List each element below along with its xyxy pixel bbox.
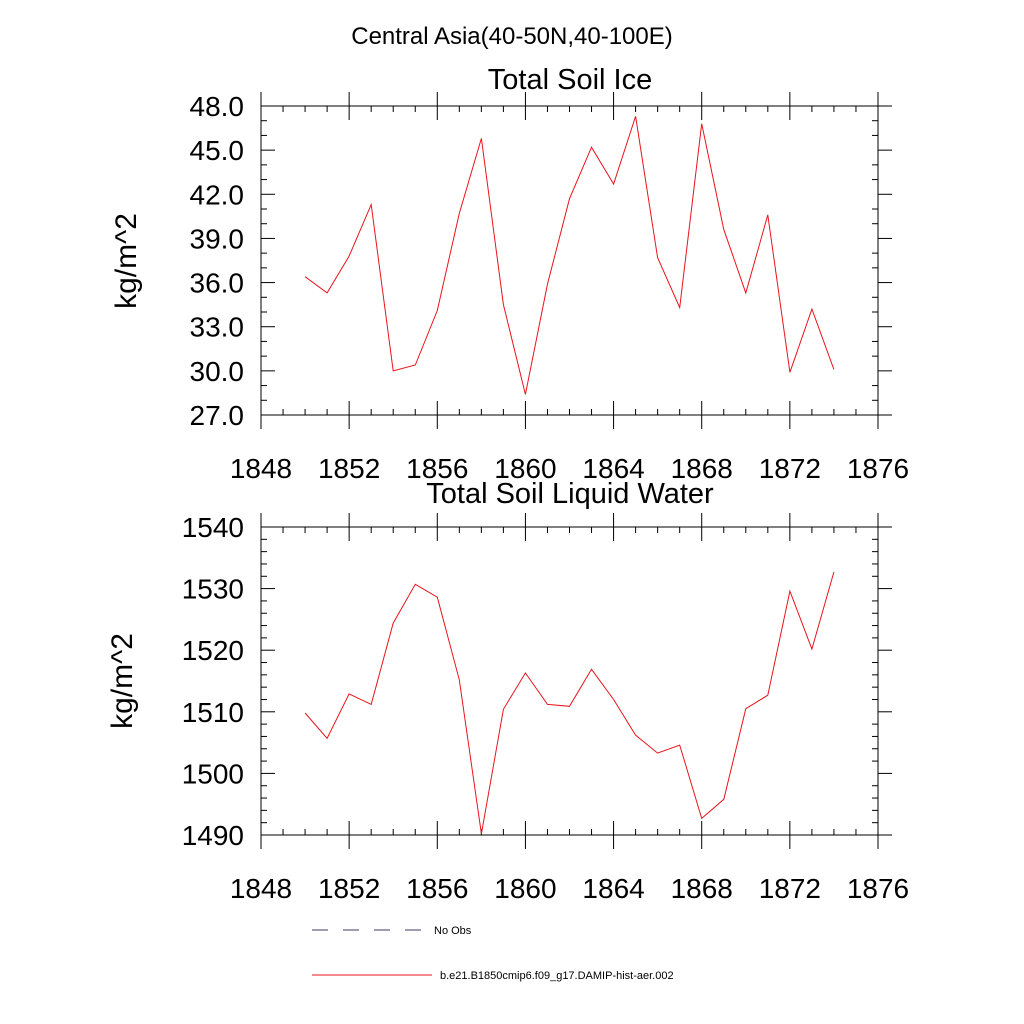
soil-ice-y-tick-label: 45.0 <box>190 135 245 166</box>
soil-ice-y-tick-label: 36.0 <box>190 268 245 299</box>
soil-ice-x-tick-label: 1868 <box>671 453 733 484</box>
soil-liquid-water-x-tick-label: 1848 <box>230 873 292 904</box>
figure-title: Central Asia(40-50N,40-100E) <box>351 23 673 50</box>
soil-liquid-water-y-tick-label: 1540 <box>182 512 244 543</box>
legend: No Obs b.e21.B1850cmip6.f09_g17.DAMIP-hi… <box>312 925 674 982</box>
soil-liquid-water-panel: Total Soil Liquid Water kg/m^2 1848 1852 1… <box>106 478 909 904</box>
soil-ice-x-tick-label: 1848 <box>230 453 292 484</box>
soil-liquid-water-panel-title: Total Soil Liquid Water <box>426 478 714 510</box>
soil-ice-y-tick-label: 48.0 <box>190 91 245 122</box>
soil-liquid-water-x-tick-label: 1872 <box>759 873 821 904</box>
soil-liquid-water-y-tick-label: 1530 <box>182 574 244 605</box>
soil-liquid-water-y-tick-label: 1510 <box>182 697 244 728</box>
soil-liquid-water-y-axis-label: kg/m^2 <box>106 633 139 729</box>
soil-ice-x-tick-label: 1864 <box>582 453 644 484</box>
soil-liquid-water-x-tick-label: 1860 <box>494 873 556 904</box>
soil-ice-panel: Total Soil Ice kg/m^2 1848 1852 1856 1860 18… <box>110 64 909 484</box>
soil-ice-plot-frame <box>260 105 879 416</box>
soil-liquid-water-plot-area: 1848 1852 1856 1860 1864 1868 1872 1876 1490 1500… <box>182 512 909 904</box>
soil-liquid-water-plot-frame <box>260 526 879 836</box>
soil-liquid-water-x-tick-label: 1852 <box>318 873 380 904</box>
soil-ice-y-tick-label: 42.0 <box>190 179 245 210</box>
soil-ice-series-line <box>304 116 835 395</box>
soil-ice-y-axis-label: kg/m^2 <box>110 213 143 309</box>
soil-ice-x-tick-label: 1860 <box>494 453 556 484</box>
soil-ice-x-tick-label: 1872 <box>759 453 821 484</box>
soil-ice-y-tick-label: 27.0 <box>190 400 245 431</box>
soil-liquid-water-x-tick-label: 1856 <box>406 873 468 904</box>
soil-liquid-water-x-tick-label: 1864 <box>582 873 644 904</box>
soil-liquid-water-y-tick-label: 1490 <box>182 820 244 851</box>
legend-no-obs-label: No Obs <box>434 925 472 937</box>
soil-ice-panel-title: Total Soil Ice <box>488 64 652 96</box>
soil-ice-plot-area: 1848 1852 1856 1860 1864 1868 1872 1876 27.0 30.0… <box>190 91 910 484</box>
soil-ice-x-tick-label: 1856 <box>406 453 468 484</box>
soil-liquid-water-y-tick-label: 1520 <box>182 635 244 666</box>
soil-liquid-water-x-tick-label: 1868 <box>671 873 733 904</box>
soil-liquid-water-series-line <box>304 571 835 834</box>
legend-model-run-label: b.e21.B1850cmip6.f09_g17.DAMIP-hist-aer.… <box>440 970 674 982</box>
soil-liquid-water-y-tick-label: 1500 <box>182 758 244 789</box>
soil-ice-y-tick-label: 33.0 <box>190 312 245 343</box>
soil-liquid-water-x-tick-label: 1876 <box>847 873 909 904</box>
soil-ice-x-tick-label: 1852 <box>318 453 380 484</box>
soil-ice-y-tick-label: 30.0 <box>190 356 245 387</box>
soil-ice-x-tick-label: 1876 <box>847 453 909 484</box>
soil-ice-y-tick-label: 39.0 <box>190 223 245 254</box>
